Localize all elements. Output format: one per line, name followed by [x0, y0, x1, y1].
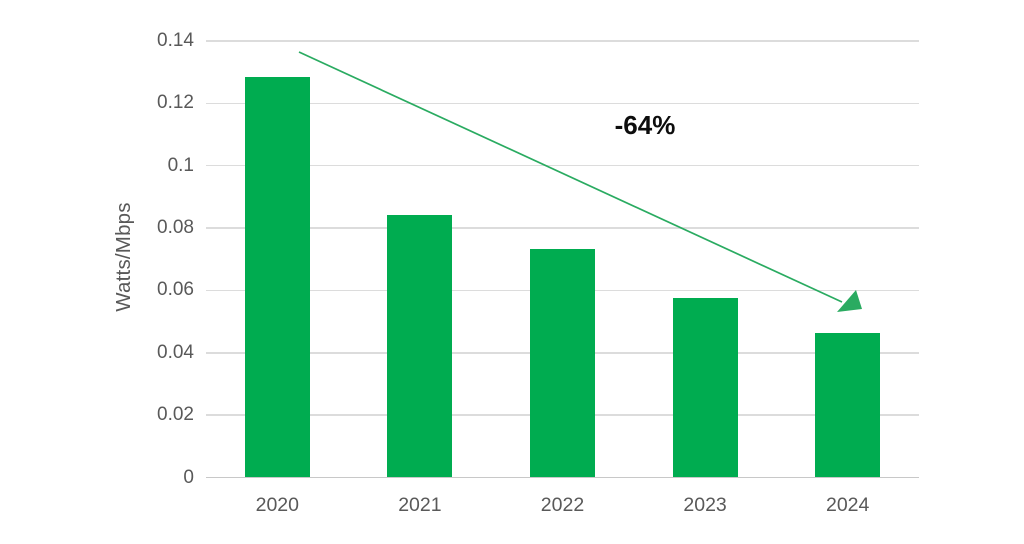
- bar-2021: [387, 214, 453, 478]
- y-tick-label: 0.08: [157, 217, 194, 239]
- y-tick-label: 0.04: [157, 341, 194, 363]
- x-tick-label-2023: 2023: [683, 494, 727, 516]
- bar-2022: [530, 248, 595, 478]
- y-tick-label: 0.14: [157, 30, 194, 51]
- x-tick-label-2021: 2021: [398, 494, 442, 516]
- gridline: [206, 227, 919, 229]
- trend-arrow-head: [837, 290, 862, 312]
- y-tick-label: 0.02: [157, 404, 194, 426]
- x-tick-label-2020: 2020: [255, 494, 299, 516]
- gridline: [206, 476, 919, 479]
- y-tick-label: 0: [183, 466, 194, 488]
- y-axis-title: Watts/Mbps: [112, 202, 135, 312]
- y-tick-label: 0.1: [167, 154, 194, 176]
- annotation-label: -64%: [614, 110, 676, 140]
- bar-2024: [815, 332, 881, 478]
- gridline: [206, 164, 919, 167]
- y-tick-label: 0.12: [157, 92, 194, 114]
- gridline: [206, 40, 919, 42]
- x-tick-label-2022: 2022: [540, 494, 585, 516]
- bar-2023: [672, 298, 738, 478]
- y-tick-label: 0.06: [157, 279, 194, 301]
- gridline: [206, 102, 919, 105]
- x-tick-label-2024: 2024: [825, 494, 870, 516]
- bar-2020: [244, 76, 310, 478]
